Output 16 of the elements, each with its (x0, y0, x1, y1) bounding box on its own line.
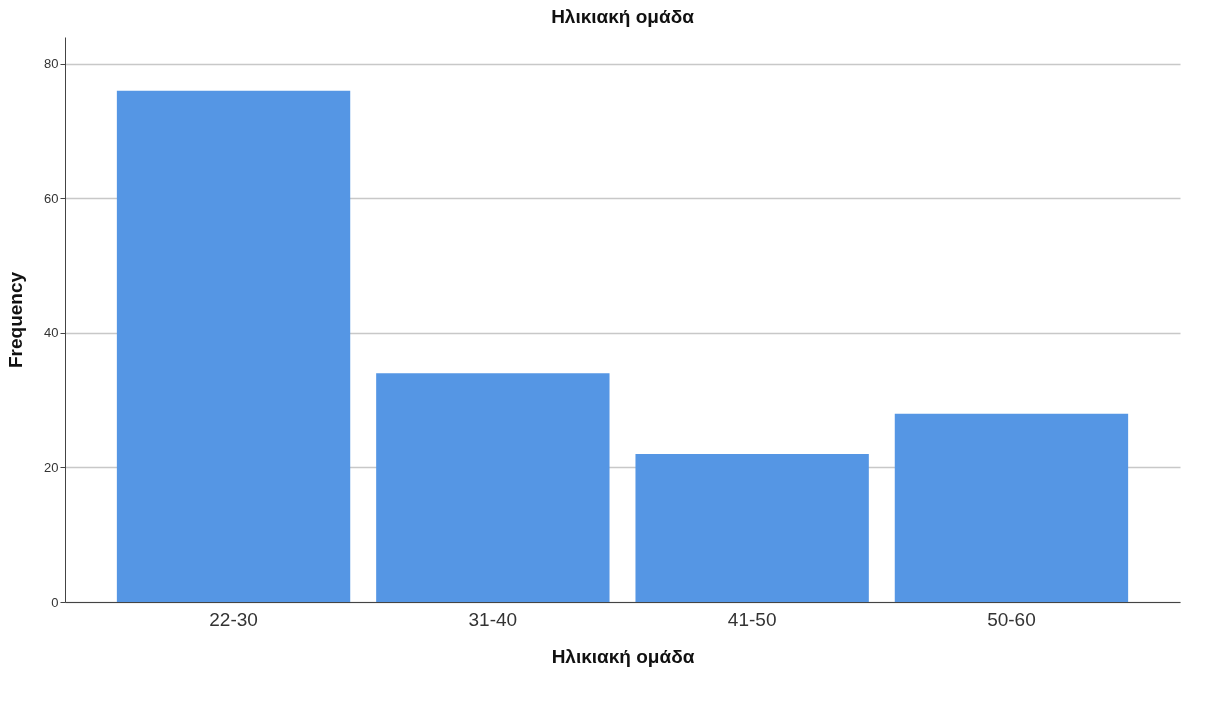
bar (635, 454, 869, 602)
x-tick-label: 22-30 (209, 608, 258, 630)
x-tick-label: 50-60 (987, 608, 1036, 630)
x-axis-title: Ηλικιακή ομάδα (551, 645, 695, 667)
y-tick-label: 0 (51, 594, 59, 610)
bar (376, 373, 610, 602)
bar (894, 413, 1129, 602)
y-axis-title: Frequency (5, 271, 27, 369)
y-tick-label: 20 (44, 459, 59, 475)
x-tick-label: 31-40 (468, 608, 518, 630)
x-tick-label: 41-50 (727, 608, 777, 630)
chart-title: Ηλικιακή ομάδα (551, 6, 695, 27)
y-tick-label: 40 (44, 325, 59, 341)
bar (116, 90, 351, 602)
y-tick-label: 80 (44, 56, 59, 72)
y-tick-label: 60 (44, 190, 59, 206)
